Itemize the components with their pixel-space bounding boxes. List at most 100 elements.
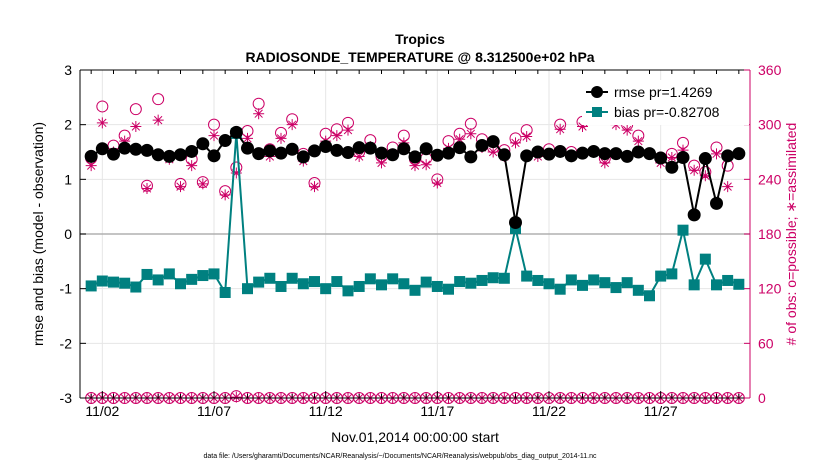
bias-point (275, 280, 287, 292)
assimilated-obs-marker (175, 181, 186, 193)
assimilated-obs-marker (577, 120, 588, 132)
rmse-point (162, 149, 176, 163)
bias-point (175, 278, 186, 290)
rmse-point (687, 208, 701, 222)
rmse-point (107, 147, 120, 161)
bias-point (286, 272, 298, 284)
x-tick-label: 11/02 (85, 403, 119, 419)
rmse-point (207, 149, 221, 163)
assimilated-obs-marker (96, 117, 108, 129)
assimilated-obs-marker (85, 160, 97, 172)
x-tick-label: 11/17 (420, 403, 454, 419)
bias-point (420, 276, 432, 288)
bias-point (186, 273, 198, 285)
rmse-point (375, 146, 388, 160)
assimilated-obs-marker (309, 181, 320, 193)
x-tick-label: 11/22 (532, 403, 566, 419)
bias-point (119, 277, 131, 289)
rmse-point (341, 146, 355, 160)
right-y-tick-label: 240 (758, 171, 782, 187)
bias-point (554, 283, 566, 295)
bias-point (543, 278, 555, 290)
y-axis-label: rmse and bias (model - observation) (30, 122, 46, 346)
assimilated-obs-marker (197, 178, 209, 190)
x-tick-label: 11/12 (309, 403, 343, 419)
bias-point (309, 276, 320, 288)
bias-point (320, 283, 332, 295)
rmse-point (531, 145, 545, 159)
rmse-point (218, 134, 232, 148)
bias-point (108, 276, 119, 288)
data-file-footer: data file: /Users/gharamti/Documents/NCA… (203, 453, 597, 460)
rmse-point (732, 147, 746, 161)
bias-point (588, 274, 600, 286)
assimilated-obs-marker (331, 130, 343, 142)
bias-point (733, 278, 745, 290)
bias-point (599, 277, 611, 289)
rmse-point (196, 137, 210, 151)
bias-point (398, 278, 410, 290)
assimilated-obs-marker (632, 135, 644, 147)
bias-point (376, 279, 387, 291)
possible-obs-marker (96, 100, 109, 113)
rmse-point (84, 149, 98, 163)
bias-point (387, 273, 399, 285)
rmse-point (486, 135, 500, 149)
assimilated-obs-marker (230, 391, 242, 403)
bias-point (253, 276, 265, 288)
x-tick-label: 11/27 (644, 403, 678, 419)
assimilated-obs-marker (599, 157, 611, 169)
rmse-point (386, 148, 400, 162)
rmse-point (665, 160, 679, 174)
legend: rmse pr=1.4269 bias pr=-0.82708 (582, 80, 749, 125)
bias-point (264, 272, 276, 284)
bias-point (711, 279, 722, 291)
rmse-point (598, 147, 612, 161)
y-tick-label: -3 (60, 390, 73, 406)
bias-point (565, 274, 577, 286)
bias-point (130, 281, 142, 293)
assimilated-obs-marker (454, 133, 466, 145)
bias-point (197, 270, 209, 282)
rmse-point (174, 148, 187, 162)
assimilated-obs-marker (186, 160, 198, 172)
assimilated-obs-marker (152, 114, 164, 126)
legend-rmse-marker (591, 86, 603, 98)
rmse-point (643, 147, 656, 161)
rmse-point (263, 144, 277, 158)
assimilated-obs-marker (342, 124, 354, 136)
bias-point (610, 282, 622, 294)
rmse-point (274, 146, 288, 160)
legend-rmse-label: rmse pr=1.4269 (614, 84, 713, 100)
bias-point (655, 270, 667, 282)
rmse-point (564, 149, 578, 163)
x-tick-label: 11/07 (197, 403, 231, 419)
bias-point (163, 268, 175, 280)
rmse-point (542, 147, 556, 161)
rmse-point (185, 144, 199, 158)
bias-point (454, 276, 466, 288)
bias-point (85, 280, 97, 292)
bias-point (364, 273, 376, 285)
assimilated-obs-marker (141, 182, 153, 194)
assimilated-obs-marker (119, 135, 131, 147)
bias-point (632, 284, 644, 296)
assimilated-obs-marker (219, 189, 231, 201)
rmse-point (140, 143, 154, 157)
right-y-tick-label: 120 (758, 281, 782, 297)
rmse-point (497, 148, 511, 162)
chart-subtitle: RADIOSONDE_TEMPERATURE @ 8.312500e+02 hP… (245, 49, 594, 65)
bias-point (476, 274, 488, 286)
right-y-tick-label: 300 (758, 117, 782, 133)
bias-point (532, 274, 544, 286)
assimilated-obs-marker (487, 146, 499, 158)
rmse-point (553, 144, 567, 158)
assimilated-obs-marker (353, 151, 365, 163)
bias-point (342, 285, 354, 297)
rmse-point (296, 150, 310, 164)
assimilated-obs-marker (554, 123, 566, 135)
bias-point (487, 272, 499, 284)
rmse-point (721, 149, 735, 163)
rmse-point (509, 216, 522, 230)
rmse-point (698, 152, 712, 166)
